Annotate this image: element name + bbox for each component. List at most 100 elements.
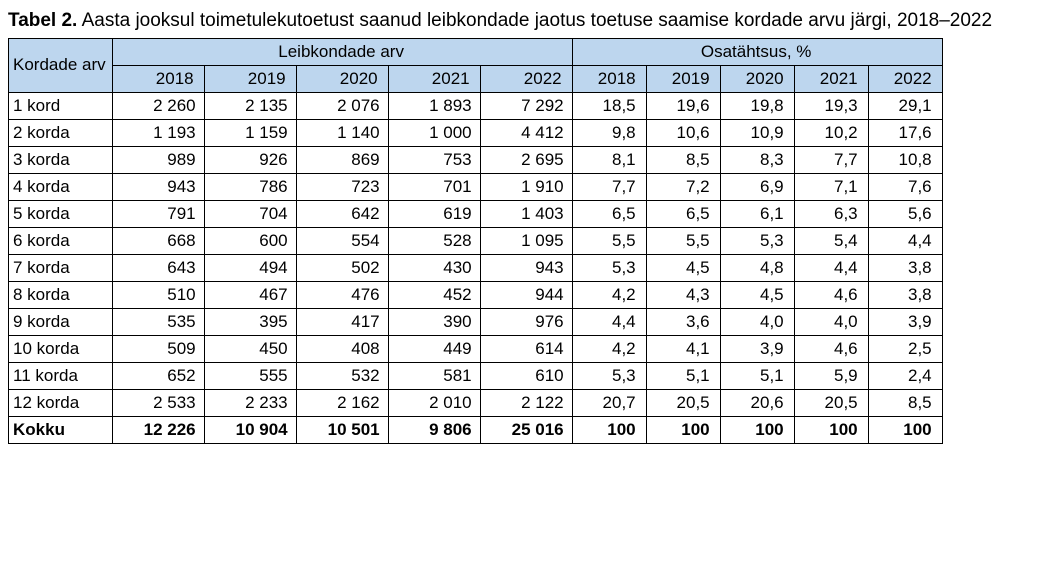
cell-pct: 20,5: [794, 389, 868, 416]
cell-count: 1 403: [480, 200, 572, 227]
cell-pct: 8,5: [646, 146, 720, 173]
row-label: 2 korda: [9, 119, 113, 146]
cell-count: 668: [112, 227, 204, 254]
header-year-count: 2021: [388, 65, 480, 92]
cell-pct-total: 100: [868, 416, 942, 443]
header-year-count: 2020: [296, 65, 388, 92]
cell-count: 528: [388, 227, 480, 254]
cell-pct: 10,2: [794, 119, 868, 146]
cell-count: 581: [388, 362, 480, 389]
cell-count: 869: [296, 146, 388, 173]
cell-count: 555: [204, 362, 296, 389]
table-row: 8 korda5104674764529444,24,34,54,63,8: [9, 281, 943, 308]
cell-pct: 4,2: [572, 281, 646, 308]
table-row: 6 korda6686005545281 0955,55,55,35,44,4: [9, 227, 943, 254]
table-body: 1 kord2 2602 1352 0761 8937 29218,519,61…: [9, 92, 943, 443]
cell-count: 643: [112, 254, 204, 281]
cell-count-total: 25 016: [480, 416, 572, 443]
cell-count: 7 292: [480, 92, 572, 119]
cell-pct: 5,5: [646, 227, 720, 254]
data-table: Kordade arv Leibkondade arv Osatähtsus, …: [8, 38, 943, 444]
cell-count: 532: [296, 362, 388, 389]
cell-count: 2 260: [112, 92, 204, 119]
cell-pct: 19,3: [794, 92, 868, 119]
cell-count-total: 10 501: [296, 416, 388, 443]
header-year-count: 2018: [112, 65, 204, 92]
row-label: 9 korda: [9, 308, 113, 335]
cell-count: 600: [204, 227, 296, 254]
row-label: 11 korda: [9, 362, 113, 389]
cell-count: 989: [112, 146, 204, 173]
row-label: 3 korda: [9, 146, 113, 173]
cell-count: 1 910: [480, 173, 572, 200]
header-rowlabel: Kordade arv: [9, 38, 113, 92]
cell-pct: 4,0: [794, 308, 868, 335]
cell-count: 450: [204, 335, 296, 362]
cell-count-total: 12 226: [112, 416, 204, 443]
cell-pct: 5,3: [720, 227, 794, 254]
cell-pct: 5,6: [868, 200, 942, 227]
cell-pct-total: 100: [720, 416, 794, 443]
cell-count: 701: [388, 173, 480, 200]
cell-pct: 4,5: [646, 254, 720, 281]
cell-count: 2 010: [388, 389, 480, 416]
cell-pct: 20,7: [572, 389, 646, 416]
cell-pct: 6,5: [646, 200, 720, 227]
cell-count: 2 695: [480, 146, 572, 173]
cell-pct: 3,9: [720, 335, 794, 362]
row-label: 8 korda: [9, 281, 113, 308]
cell-count: 610: [480, 362, 572, 389]
cell-count: 1 095: [480, 227, 572, 254]
cell-pct: 20,6: [720, 389, 794, 416]
cell-pct: 2,5: [868, 335, 942, 362]
cell-count: 1 140: [296, 119, 388, 146]
cell-pct: 4,1: [646, 335, 720, 362]
cell-count: 704: [204, 200, 296, 227]
cell-count-total: 10 904: [204, 416, 296, 443]
row-label: 1 kord: [9, 92, 113, 119]
header-year-pct: 2022: [868, 65, 942, 92]
cell-count: 786: [204, 173, 296, 200]
cell-pct: 3,8: [868, 281, 942, 308]
cell-count: 2 135: [204, 92, 296, 119]
cell-pct-total: 100: [646, 416, 720, 443]
cell-pct: 4,3: [646, 281, 720, 308]
cell-pct: 2,4: [868, 362, 942, 389]
cell-pct-total: 100: [572, 416, 646, 443]
cell-count: 2 162: [296, 389, 388, 416]
header-year-pct: 2018: [572, 65, 646, 92]
row-label: 6 korda: [9, 227, 113, 254]
cell-count: 4 412: [480, 119, 572, 146]
cell-count: 502: [296, 254, 388, 281]
table-caption-text: Aasta jooksul toimetulekutoetust saanud …: [77, 10, 992, 31]
cell-pct: 5,1: [720, 362, 794, 389]
cell-pct: 3,6: [646, 308, 720, 335]
cell-count: 943: [112, 173, 204, 200]
header-group-counts: Leibkondade arv: [112, 38, 572, 65]
cell-pct: 5,4: [794, 227, 868, 254]
cell-pct: 18,5: [572, 92, 646, 119]
table-row: 9 korda5353954173909764,43,64,04,03,9: [9, 308, 943, 335]
cell-pct: 7,1: [794, 173, 868, 200]
header-year-count: 2019: [204, 65, 296, 92]
cell-pct: 8,1: [572, 146, 646, 173]
cell-pct: 29,1: [868, 92, 942, 119]
cell-count: 2 533: [112, 389, 204, 416]
table-caption-number: Tabel 2.: [8, 10, 77, 31]
cell-pct: 4,4: [794, 254, 868, 281]
row-label: 7 korda: [9, 254, 113, 281]
row-label: 5 korda: [9, 200, 113, 227]
cell-count: 1 193: [112, 119, 204, 146]
cell-count: 510: [112, 281, 204, 308]
cell-count: 943: [480, 254, 572, 281]
cell-count: 452: [388, 281, 480, 308]
cell-pct: 7,6: [868, 173, 942, 200]
cell-count: 476: [296, 281, 388, 308]
cell-pct-total: 100: [794, 416, 868, 443]
header-group-pcts: Osatähtsus, %: [572, 38, 942, 65]
cell-pct: 6,9: [720, 173, 794, 200]
table-row: 12 korda2 5332 2332 1622 0102 12220,720,…: [9, 389, 943, 416]
cell-count: 642: [296, 200, 388, 227]
cell-count: 614: [480, 335, 572, 362]
row-label-total: Kokku: [9, 416, 113, 443]
